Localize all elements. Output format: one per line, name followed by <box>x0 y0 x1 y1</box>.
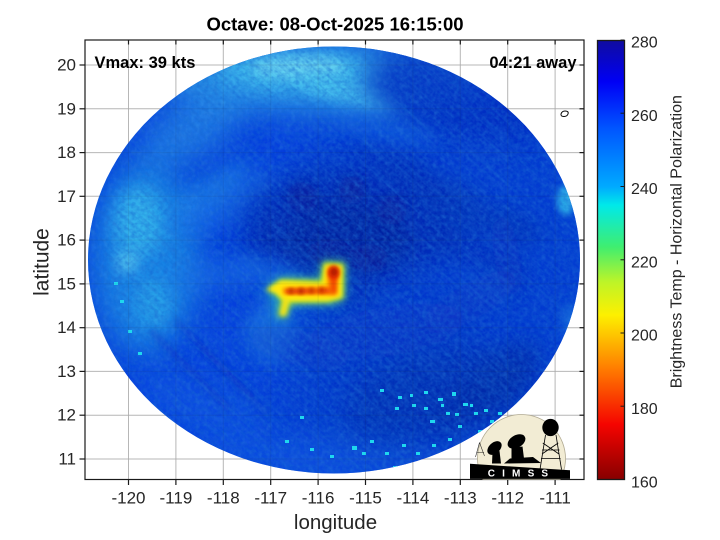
svg-text:260: 260 <box>631 108 658 125</box>
svg-text:-113: -113 <box>444 489 477 508</box>
svg-text:-117: -117 <box>254 489 287 508</box>
svg-text:Vmax: 39 kts: Vmax: 39 kts <box>95 54 196 72</box>
svg-text:Octave: 08-Oct-2025 16:15:00: Octave: 08-Oct-2025 16:15:00 <box>206 14 463 35</box>
svg-text:-116: -116 <box>302 489 335 508</box>
svg-text:latitude: latitude <box>31 228 54 296</box>
svg-text:C I M S S: C I M S S <box>488 468 551 479</box>
svg-text:12: 12 <box>57 406 76 425</box>
svg-text:longitude: longitude <box>294 511 377 534</box>
svg-text:19: 19 <box>57 99 76 118</box>
svg-text:180: 180 <box>631 401 658 418</box>
svg-text:-114: -114 <box>397 489 430 508</box>
svg-text:20: 20 <box>57 56 76 75</box>
svg-text:-118: -118 <box>207 489 240 508</box>
svg-text:-120: -120 <box>111 489 145 508</box>
svg-text:-111: -111 <box>539 489 571 508</box>
svg-text:17: 17 <box>57 187 76 206</box>
svg-text:-112: -112 <box>491 489 524 508</box>
svg-text:Brightness Temp - Horizontal P: Brightness Temp - Horizontal Polarizatio… <box>669 95 686 388</box>
svg-text:160: 160 <box>631 474 658 491</box>
svg-text:04:21 away: 04:21 away <box>489 54 577 72</box>
svg-text:-119: -119 <box>160 489 193 508</box>
svg-text:220: 220 <box>631 254 658 271</box>
svg-text:240: 240 <box>631 181 658 198</box>
svg-text:16: 16 <box>57 231 76 250</box>
svg-text:-115: -115 <box>349 489 382 508</box>
svg-text:280: 280 <box>631 35 658 52</box>
svg-text:11: 11 <box>58 450 76 469</box>
svg-text:13: 13 <box>57 362 76 381</box>
svg-text:18: 18 <box>57 143 76 162</box>
svg-text:14: 14 <box>57 318 76 337</box>
svg-text:200: 200 <box>631 328 658 345</box>
svg-text:15: 15 <box>57 274 76 293</box>
